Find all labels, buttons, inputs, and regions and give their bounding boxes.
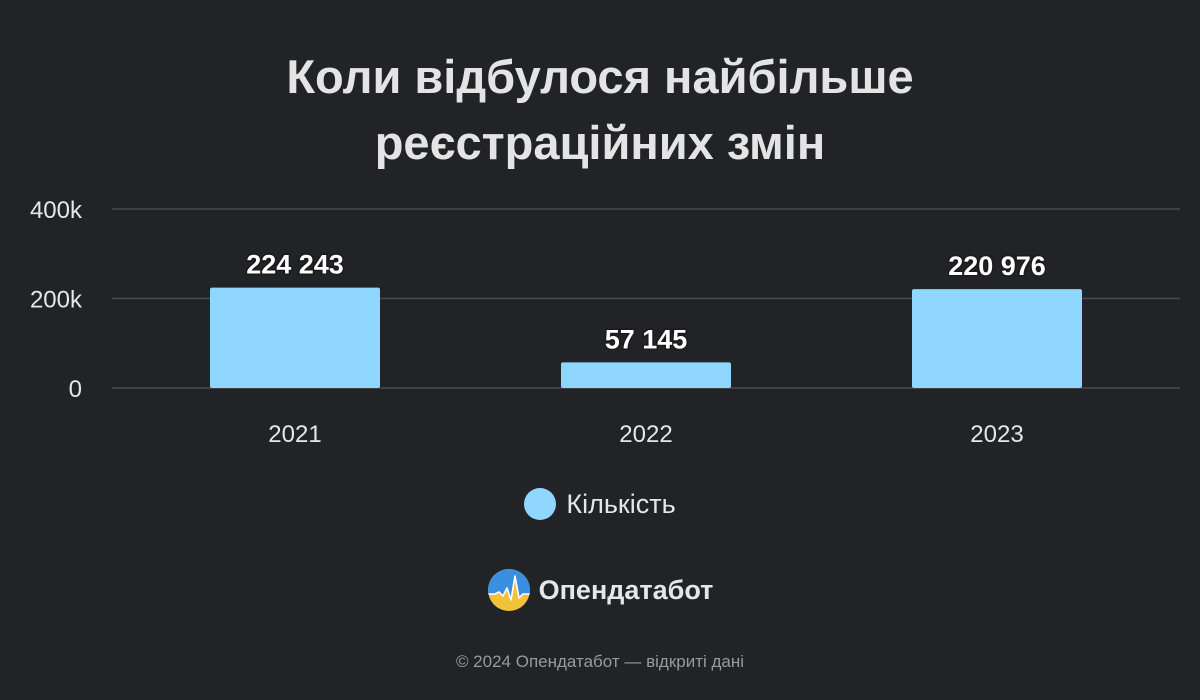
x-tick-label-2023: 2023: [970, 421, 1023, 448]
y-tick-label: 0: [69, 376, 82, 403]
opendatabot-logo-icon: [487, 569, 530, 611]
y-axis-ticks: 0 200k 400k: [30, 197, 83, 403]
x-axis-ticks: 2021 2022 2023: [268, 421, 1023, 448]
y-tick-label: 200k: [30, 287, 83, 314]
chart-title-line-2: реєстраційних змін: [374, 116, 826, 169]
bar-2021: [210, 287, 380, 388]
bar-value-label-2021: 224 243: [246, 250, 344, 280]
legend-swatch-kilkist: [524, 488, 557, 520]
bar-2022: [561, 362, 731, 388]
bars: [210, 287, 1082, 388]
bar-value-label-2023: 220 976: [948, 251, 1046, 281]
chart-title-line-1: Коли відбулося найбільше: [286, 50, 914, 103]
bar-2023: [912, 289, 1082, 388]
x-tick-label-2021: 2021: [268, 421, 321, 448]
brand-name: Опендатабот: [538, 574, 714, 605]
y-tick-label: 400k: [30, 197, 83, 224]
chart-title: Коли відбулося найбільше реєстраційних з…: [0, 44, 1200, 176]
bar-value-labels: 224 243 57 145 220 976: [245, 248, 1048, 356]
bar-value-label-2022: 57 145: [605, 324, 688, 354]
legend: Кількість: [0, 488, 1200, 520]
legend-label-kilkist: Кількість: [566, 488, 676, 519]
brand: Опендатабот: [0, 568, 1200, 612]
footer-copyright: © 2024 Опендатабот — відкриті дані: [455, 652, 745, 671]
x-tick-label-2022: 2022: [619, 421, 672, 448]
